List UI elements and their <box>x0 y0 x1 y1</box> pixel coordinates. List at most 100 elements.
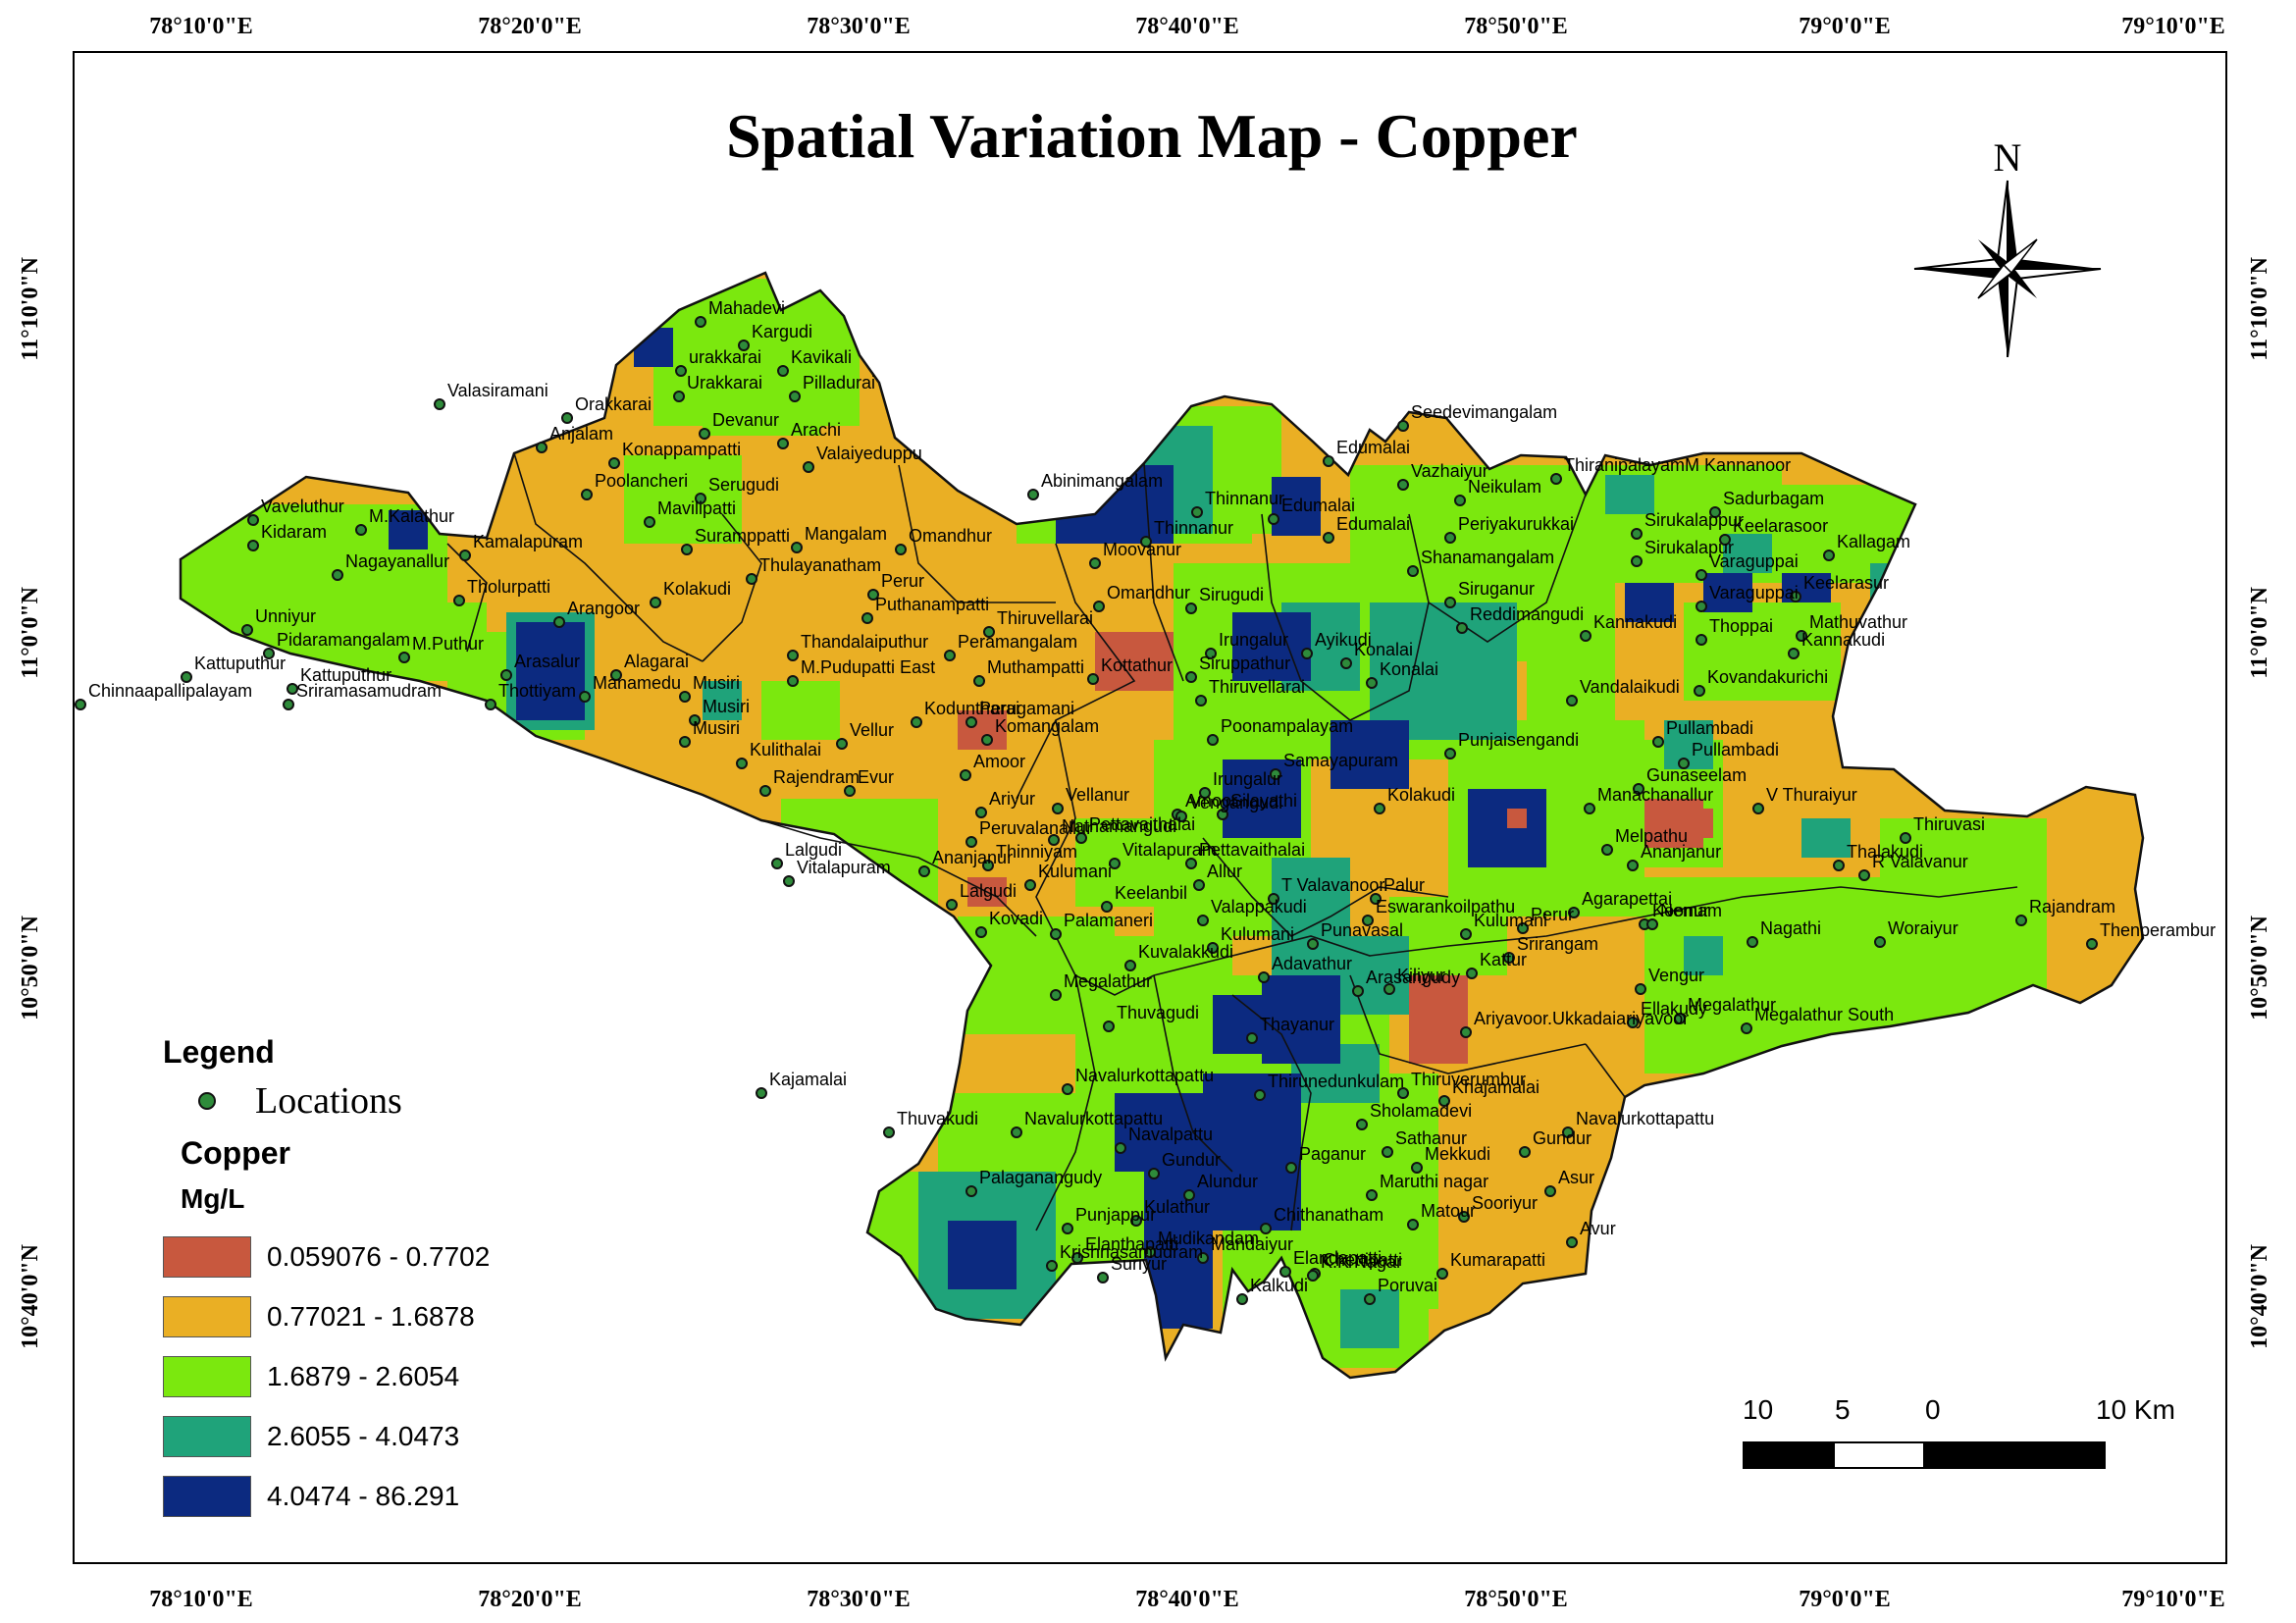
place-label: Manamedu <box>593 673 681 693</box>
place-label: Kattur <box>1480 950 1527 969</box>
place-label: Perur <box>881 571 924 591</box>
place-label: Komangalam <box>995 716 1099 736</box>
place-label: Sriramasamudram <box>296 681 442 701</box>
lon-label-top: 79°0'0"E <box>1799 14 1891 39</box>
location-point <box>965 836 977 848</box>
place-label: Konalai <box>1354 640 1413 659</box>
location-point <box>960 769 971 781</box>
location-point <box>1631 528 1643 540</box>
location-point <box>1340 657 1352 669</box>
place-label: Keelarasur <box>1803 573 1889 593</box>
place-label: Vitalapuram <box>1122 840 1217 860</box>
location-point <box>1370 893 1382 905</box>
location-point <box>803 461 814 473</box>
place-label: Sirugudi <box>1199 585 1264 604</box>
place-label: Valaiyeduppu <box>816 444 922 463</box>
location-point <box>1048 834 1060 846</box>
location-point <box>2086 938 2098 950</box>
place-label: Varaguppai <box>1709 551 1799 571</box>
location-point <box>1696 601 1707 612</box>
place-label: Megalathur South <box>1754 1005 1894 1024</box>
place-label: Siruganur <box>1458 579 1535 599</box>
place-label: Vengur <box>1648 966 1704 985</box>
place-label: Sathanur <box>1395 1128 1467 1148</box>
lon-label-top: 79°10'0"E <box>2121 14 2225 39</box>
location-point <box>283 699 294 710</box>
location-point <box>1268 513 1279 525</box>
place-label: Vandalaikudi <box>1580 677 1680 697</box>
location-point <box>355 524 367 536</box>
location-point <box>181 671 192 683</box>
location-point <box>1352 985 1364 997</box>
place-label: urakkarai <box>689 347 761 367</box>
lat-label-right: 10°50'0"N <box>2247 916 2272 1021</box>
location-point <box>1193 879 1205 891</box>
location-point <box>453 595 465 606</box>
place-label: Kumarapatti <box>1450 1250 1545 1270</box>
place-label: Gundur <box>1533 1128 1592 1148</box>
place-label: Arasalur <box>514 652 580 671</box>
place-label: Thulayanatham <box>759 555 881 575</box>
legend: Legend Locations Copper Mg/L 0.059076 - … <box>163 1034 555 1526</box>
location-point <box>1185 671 1197 683</box>
location-point <box>610 669 622 681</box>
place-label: Thinnanur <box>1154 518 1233 538</box>
legend-class: 2.6055 - 4.0473 <box>163 1406 555 1466</box>
place-label: Chinnaapallipalayam <box>88 681 252 701</box>
location-point <box>1109 858 1121 869</box>
location-point <box>1460 928 1472 940</box>
place-label: Irungalur <box>1213 769 1282 789</box>
location-point <box>783 875 795 887</box>
place-label: Seedevimangalam <box>1411 402 1557 422</box>
location-point <box>1144 1246 1156 1258</box>
location-point <box>1207 734 1219 746</box>
place-label: Sirukalappur <box>1644 510 1744 530</box>
location-point <box>1796 630 1807 642</box>
location-point <box>777 438 789 449</box>
place-label: Thinnanur <box>1205 489 1284 508</box>
place-label: Adavathur <box>1272 954 1352 973</box>
place-label: Abinimangalam <box>1041 471 1163 491</box>
location-point <box>844 785 856 797</box>
location-point <box>1411 1162 1423 1174</box>
location-point <box>1062 1223 1073 1234</box>
location-point <box>1627 860 1639 871</box>
place-labels: Mahadevi Kargudi urakkarai Kavikali Urakkara… <box>88 298 2216 1295</box>
place-label: Srirangam <box>1517 934 1598 954</box>
place-label: Siruppathur <box>1199 654 1290 673</box>
map-frame: Mahadevi Kargudi urakkarai Kavikali Urakkara… <box>73 51 2227 1564</box>
location-point <box>1696 569 1707 581</box>
location-point <box>1635 983 1646 995</box>
location-point <box>836 738 848 750</box>
location-point <box>1124 960 1136 971</box>
place-label: Krishnasamudram <box>1060 1242 1203 1262</box>
place-label: Kulumani <box>1038 862 1112 881</box>
place-label: Megalathur <box>1064 971 1152 991</box>
place-label: Orakkarai <box>575 394 652 414</box>
location-point <box>1407 565 1419 577</box>
location-point <box>777 365 789 377</box>
location-point <box>1268 893 1279 905</box>
location-point <box>736 758 748 769</box>
location-point <box>1566 695 1578 707</box>
location-point <box>918 865 930 877</box>
location-point <box>1633 783 1644 795</box>
location-point <box>1374 803 1385 814</box>
location-point <box>1584 803 1595 814</box>
location-point <box>1397 1087 1409 1099</box>
lon-label-bottom: 78°20'0"E <box>478 1587 582 1612</box>
location-point <box>1444 532 1456 544</box>
location-point <box>1752 803 1764 814</box>
location-point <box>1438 1095 1450 1107</box>
location-point <box>1217 809 1228 820</box>
location-point <box>1709 506 1721 518</box>
location-point <box>789 391 801 402</box>
place-label: Alundur <box>1197 1172 1258 1191</box>
lon-label-top: 78°30'0"E <box>807 14 911 39</box>
place-label: Sirukalapur <box>1644 538 1734 557</box>
location-point <box>553 616 565 628</box>
legend-class: 4.0474 - 86.291 <box>163 1466 555 1526</box>
location-point <box>247 540 259 551</box>
place-label: Ayikudi <box>1315 630 1372 650</box>
lon-label-bottom: 78°10'0"E <box>149 1587 253 1612</box>
